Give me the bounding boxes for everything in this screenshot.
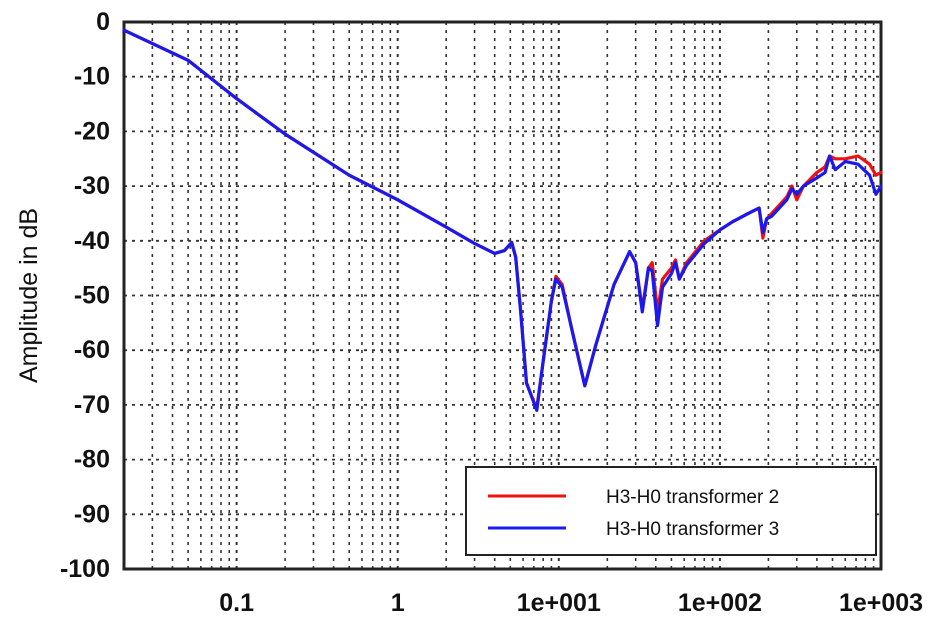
y-tick-label: -70 [74, 391, 110, 419]
legend: H3-H0 transformer 2 H3-H0 transformer 3 [465, 466, 877, 556]
y-tick-label: -60 [74, 336, 110, 364]
x-tick-label: 1e+003 [839, 589, 923, 617]
y-tick-label: -90 [74, 500, 110, 528]
legend-label-series-2: H3-H0 transformer 3 [606, 519, 779, 540]
series-line-2 [122, 28, 883, 412]
y-tick-label: -100 [60, 555, 110, 583]
x-tick-label: 1 [391, 589, 405, 617]
y-tick-label: -80 [74, 446, 110, 474]
y-tick-label: -40 [74, 227, 110, 255]
x-tick-label: 0.1 [219, 589, 254, 617]
plot-frame [122, 20, 883, 571]
y-tick-label: -50 [74, 282, 110, 310]
series-layer [122, 28, 883, 412]
y-tick-label: -20 [74, 117, 110, 145]
legend-label-series-1: H3-H0 transformer 2 [606, 487, 779, 508]
y-tick-label: -30 [74, 172, 110, 200]
x-tick-label: 1e+002 [678, 589, 762, 617]
x-tick-label: 1e+001 [517, 589, 601, 617]
y-tick-label: -10 [74, 63, 110, 91]
y-axis-label: Amplitude in dB [15, 208, 43, 383]
y-axis-ticks: 0 -10 -20 -30 -40 -50 -60 -70 -80 -90 -100 [60, 8, 110, 583]
x-axis-ticks: 0.1 1 1e+001 1e+002 1e+003 [219, 589, 923, 617]
legend-box [465, 466, 877, 556]
y-tick-label: 0 [96, 8, 110, 36]
